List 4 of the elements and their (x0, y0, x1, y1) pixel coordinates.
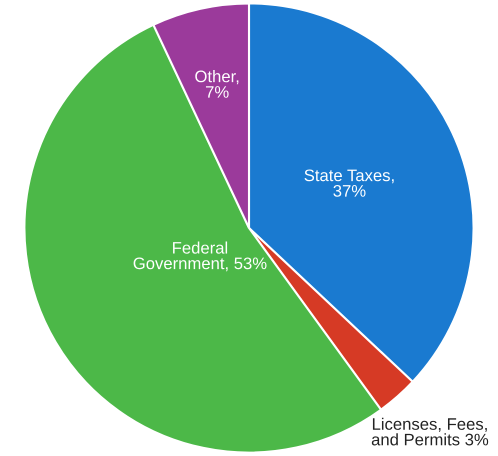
slice-label: Other, 7% (195, 70, 238, 98)
slice-label: State Taxes, 37% (304, 169, 394, 197)
slice-label: Licenses, Fees, and Permits 3% (372, 418, 488, 446)
slice-label: Federal Government, 53% (134, 241, 267, 272)
